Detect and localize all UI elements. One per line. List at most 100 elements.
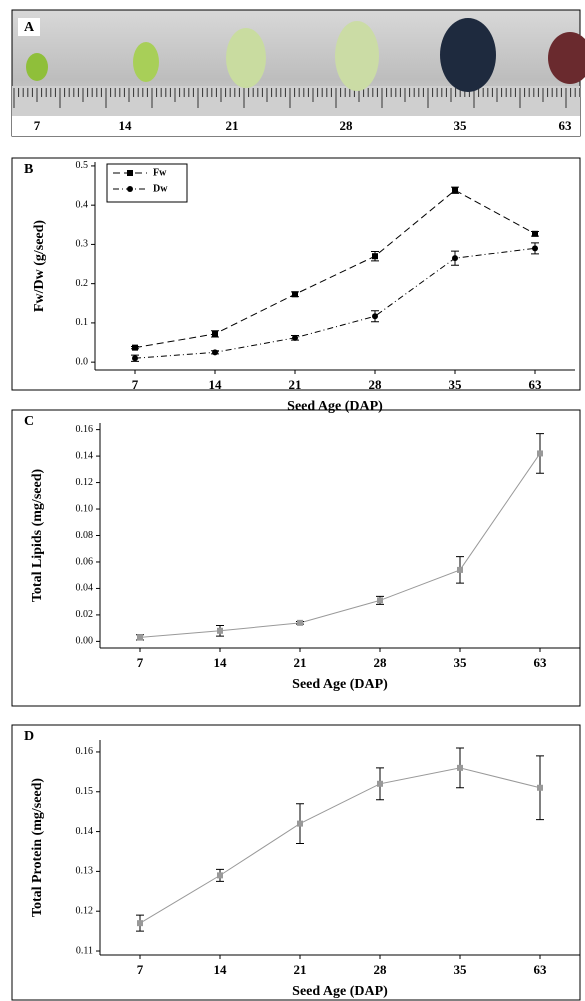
x-axis-title: Seed Age (DAP) — [287, 399, 383, 414]
y-tick-label: 0.13 — [76, 866, 94, 877]
marker — [537, 450, 543, 457]
marker — [132, 355, 138, 362]
y-tick-label: 0.2 — [76, 278, 89, 289]
panel-label: A — [24, 20, 35, 35]
y-tick-label: 0.12 — [76, 477, 94, 488]
y-tick-label: 0.12 — [76, 906, 94, 917]
marker — [292, 334, 298, 341]
photo-label: 28 — [340, 118, 354, 133]
x-tick-label: 35 — [454, 655, 468, 670]
series-line — [139, 767, 541, 924]
y-tick-label: 0.00 — [76, 636, 94, 647]
series-line — [139, 453, 541, 638]
y-tick-label: 0.1 — [76, 317, 89, 328]
x-tick-label: 21 — [289, 377, 302, 392]
photo-label: 7 — [34, 118, 41, 133]
panel-label: C — [24, 414, 34, 429]
marker — [137, 920, 143, 927]
y-tick-label: 0.14 — [76, 826, 94, 837]
seed — [335, 21, 379, 91]
marker — [217, 872, 223, 879]
y-tick-label: 0.06 — [76, 556, 94, 567]
marker — [532, 230, 538, 237]
y-tick-label: 0.16 — [76, 746, 94, 757]
photo-labels: 7 14 21 28 35 63 — [34, 118, 572, 133]
marker — [377, 597, 383, 604]
x-tick-label: 21 — [294, 655, 307, 670]
marker — [297, 820, 303, 827]
series-line — [134, 247, 536, 359]
y-tick-label: 0.11 — [76, 945, 93, 956]
legend-marker — [127, 170, 133, 176]
photo-label: 21 — [226, 118, 239, 133]
marker — [132, 344, 138, 351]
x-tick-label: 35 — [454, 962, 468, 977]
y-tick-label: 0.08 — [76, 530, 94, 541]
chart-panel: B 0.0 0.1 0.2 0.3 0.4 0.5 7 14 21 28 35 63 Seed Age (… — [11, 157, 581, 414]
chart-panel: D 0.11 0.12 0.13 0.14 0.15 0.16 7 14 21 28 35 63 Seed… — [11, 724, 581, 1001]
x-tick-label: 35 — [449, 377, 463, 392]
x-tick-label: 14 — [214, 962, 228, 977]
x-tick-label: 63 — [529, 377, 543, 392]
label-box — [18, 18, 40, 36]
ruler-ticks — [13, 88, 581, 108]
x-tick-label: 7 — [137, 962, 144, 977]
y-tick-label: 0.3 — [76, 239, 89, 250]
seed — [548, 32, 585, 84]
series-line — [134, 189, 536, 349]
x-tick-label: 7 — [137, 655, 144, 670]
legend-label: Fw — [153, 167, 167, 178]
y-tick-label: 0.5 — [76, 160, 89, 171]
x-tick-label: 7 — [132, 377, 139, 392]
legend-marker — [127, 186, 133, 192]
photo-label: 63 — [559, 118, 573, 133]
x-tick-label: 28 — [374, 655, 388, 670]
x-tick-label: 14 — [214, 655, 228, 670]
marker — [292, 291, 298, 298]
marker — [217, 627, 223, 634]
panel-label: D — [24, 729, 34, 744]
y-tick-label: 0.15 — [76, 786, 94, 797]
photo-label: 14 — [119, 118, 133, 133]
x-tick-label: 28 — [374, 962, 388, 977]
ruler — [12, 86, 580, 116]
panel-frame — [11, 724, 581, 1001]
marker — [137, 634, 143, 641]
y-tick-label: 0.02 — [76, 609, 94, 620]
seed — [26, 53, 48, 81]
seed — [133, 42, 159, 82]
y-tick-label: 0.10 — [76, 503, 94, 514]
panel-label: B — [24, 162, 33, 177]
x-axis-title: Seed Age (DAP) — [292, 984, 388, 999]
marker — [537, 784, 543, 791]
photo-label: 35 — [454, 118, 468, 133]
panel-frame — [11, 409, 581, 707]
marker — [212, 349, 218, 356]
x-tick-label: 63 — [534, 655, 548, 670]
marker — [532, 245, 538, 252]
y-tick-label: 0.0 — [76, 356, 89, 367]
marker — [457, 566, 463, 573]
y-axis-title: Total Lipids (mg/seed) — [30, 469, 45, 603]
y-tick-label: 0.14 — [76, 450, 94, 461]
marker — [452, 187, 458, 194]
seed — [226, 28, 266, 88]
y-tick-label: 0.04 — [76, 583, 94, 594]
x-tick-label: 14 — [209, 377, 223, 392]
x-tick-label: 63 — [534, 962, 548, 977]
y-axis-title: Total Protein (mg/seed) — [30, 778, 45, 918]
marker — [212, 330, 218, 337]
chart-panel: C 0.00 0.02 0.04 0.06 0.08 0.10 0.12 0.14 0.16 7 14… — [11, 409, 581, 707]
marker — [372, 253, 378, 260]
legend-label: Dw — [153, 183, 168, 194]
y-tick-label: 0.4 — [76, 199, 89, 210]
x-axis-title: Seed Age (DAP) — [292, 677, 388, 692]
panel-frame — [11, 157, 581, 391]
marker — [452, 255, 458, 262]
y-tick-label: 0.16 — [76, 424, 94, 435]
label-strip — [12, 116, 580, 136]
marker — [457, 764, 463, 771]
marker — [377, 780, 383, 787]
